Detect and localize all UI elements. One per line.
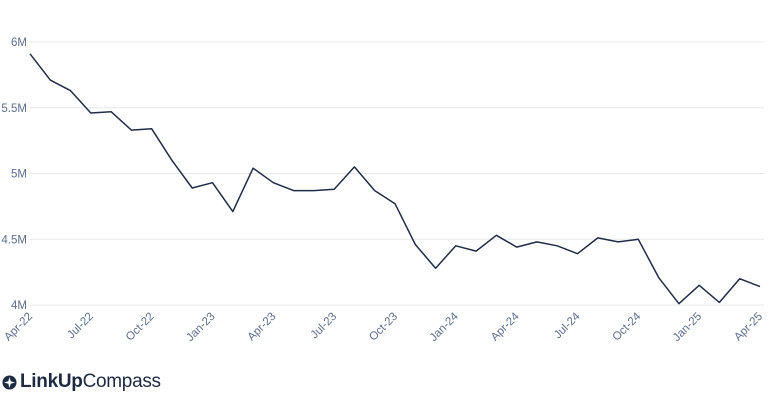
data-point: [636, 237, 641, 242]
data-point: [474, 249, 479, 254]
x-tick-label: Jul-23: [309, 311, 340, 342]
x-axis-labels: Apr-22 Jul-22 Oct-22 Jan-23 Apr-23 Jul-23 Oct-…: [2, 310, 765, 344]
data-point: [676, 301, 681, 306]
data-point: [190, 185, 195, 190]
data-point: [453, 243, 458, 248]
data-point: [129, 128, 134, 133]
y-tick-label: 5.5M: [1, 103, 27, 115]
data-point: [393, 201, 398, 206]
data-point: [291, 188, 296, 193]
data-point: [595, 235, 600, 240]
data-point: [656, 275, 661, 280]
linkup-compass-logo: LinkUp Compass: [2, 371, 161, 393]
data-point: [758, 284, 763, 289]
x-tick-label: Apr-23: [246, 311, 279, 344]
data-point: [352, 164, 357, 169]
series-layer: [28, 51, 763, 306]
data-point: [88, 111, 93, 116]
brand-word-linkup: LinkUp: [20, 371, 83, 392]
data-point: [48, 78, 53, 83]
y-axis-labels: 4M 4.5M 5M 5.5M 6M: [1, 37, 27, 312]
brand-word-compass: Compass: [82, 371, 161, 392]
x-tick-label: Oct-23: [367, 311, 400, 344]
data-point: [169, 158, 174, 163]
y-tick-label: 6M: [11, 37, 27, 49]
series-line: [29, 53, 761, 305]
x-tick-label: Apr-22: [2, 311, 35, 344]
data-point: [433, 266, 438, 271]
compass-icon: [2, 374, 17, 390]
data-point: [575, 251, 580, 256]
data-point: [514, 245, 519, 250]
x-tick-label: Apr-25: [732, 311, 765, 344]
x-tick-label: Apr-24: [489, 310, 522, 343]
data-point: [616, 239, 621, 244]
data-point: [697, 283, 702, 288]
x-tick-label: Jan-25: [671, 311, 704, 344]
data-point: [68, 88, 73, 93]
data-point: [109, 109, 114, 114]
data-point: [372, 188, 377, 193]
data-point: [210, 180, 215, 185]
data-point: [737, 276, 742, 281]
y-tick-label: 4.5M: [1, 234, 27, 246]
data-point: [251, 166, 256, 171]
data-point: [413, 242, 418, 247]
data-point: [28, 51, 33, 56]
y-tick-label: 5M: [11, 169, 27, 181]
grid-lines: [30, 41, 764, 306]
data-point: [149, 126, 154, 131]
data-point: [534, 239, 539, 244]
data-point: [332, 187, 337, 192]
x-tick-label: Oct-22: [124, 311, 157, 344]
x-tick-label: Jan-24: [428, 310, 462, 344]
data-point: [717, 300, 722, 305]
x-tick-label: Jul-24: [552, 310, 583, 341]
x-tick-label: Jul-22: [65, 311, 96, 342]
data-point: [494, 233, 499, 238]
x-tick-label: Jan-23: [184, 311, 217, 344]
x-tick-label: Oct-24: [611, 310, 644, 343]
data-point: [555, 243, 560, 248]
data-point: [271, 180, 276, 185]
data-point: [230, 209, 235, 214]
y-tick-label: 4M: [11, 300, 27, 312]
data-point: [311, 188, 316, 193]
